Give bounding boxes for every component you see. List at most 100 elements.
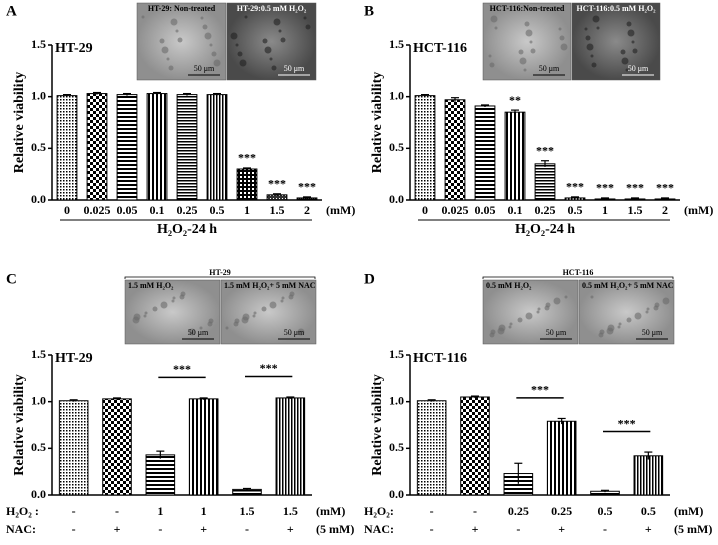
cell-texture [199,326,203,330]
row-label: NAC: [6,522,36,536]
row-value: 1.5 [240,504,255,518]
row-value: 0.25 [508,504,529,518]
cell-texture [261,306,267,312]
y-tick-label: 1.0 [389,393,404,407]
micrograph [571,2,661,81]
panel-letter: B [364,3,374,19]
cell-texture [508,325,512,329]
row-value: - [72,504,76,518]
cell-texture [225,326,229,330]
x-tick-label: 1 [602,203,608,217]
row-value: - [430,504,434,518]
x-tick-label: 0.5 [210,203,225,217]
cell-texture [553,297,561,305]
x-tick-label: 1 [244,203,250,217]
x-tick-label: 0 [422,203,428,217]
y-tick-label: 0.5 [31,140,46,154]
significance-label: *** [566,180,584,194]
bar [176,94,198,201]
x-tick-label: 2 [662,203,668,217]
cell-texture [170,18,178,26]
x-tick-label: 0.05 [117,203,138,217]
y-tick-label: 0.5 [31,440,46,454]
cell-texture [584,27,588,31]
y-tick-label: 0.5 [389,140,404,154]
cell-texture [230,32,238,40]
row-label: H₂O₂ : [6,504,39,518]
inset-bracket [124,276,316,279]
scale-bar-label: 50 μm [194,64,215,73]
cell-texture [175,29,179,33]
panel-letter: C [6,271,17,287]
row-value: + [287,522,294,536]
cell-texture [537,307,541,311]
x-unit: (mM) [684,203,713,217]
cell-texture [200,16,204,20]
cell-texture [509,322,513,326]
row-value: - [115,504,119,518]
row-value: - [516,522,520,536]
bar [146,93,168,201]
cell-texture [180,291,186,297]
scale-bar-label: 50 μm [284,64,305,73]
row-value: + [645,522,652,536]
cell-texture [596,26,600,30]
cell-texture [654,302,660,308]
cell-texture [489,62,495,68]
x-tick-label: 0.025 [442,203,469,217]
y-axis-label: Relative viability [370,72,385,174]
cell-texture [281,296,285,300]
cell-texture [632,48,638,54]
x-tick-label: 1.5 [270,203,285,217]
micrograph-label: 0.5 mM H₂O₂ [486,281,532,290]
cell-texture [559,35,565,41]
row-value: + [114,522,121,536]
cell-texture [239,59,247,67]
bar [102,398,132,496]
cell-texture [590,54,594,58]
y-tick-label: 1.5 [31,347,46,361]
cell-texture [498,324,506,332]
cell-texture [297,328,305,336]
row-value: 0.5 [598,504,613,518]
cell-texture [160,301,168,309]
cell-texture [242,313,250,321]
cell-texture [234,318,240,324]
significance-label: *** [656,181,674,195]
significance-label: *** [618,416,636,430]
significance-label: *** [536,143,554,157]
y-axis-label: Relative viability [12,374,27,476]
panel: C 0.0 0.5 1.0 1.5 Relative viability HT-29 *** *… [6,268,354,536]
row-value: - [430,522,434,536]
row-value: - [245,522,249,536]
row-value: 0.5 [641,504,656,518]
row-value: 1 [157,504,163,518]
cell-texture [141,15,145,19]
cell-texture [564,295,568,299]
bar [188,398,219,496]
bar [116,94,138,201]
row-value: 1 [201,504,207,518]
row-unit: (5 mM) [316,522,354,536]
cell-texture [621,57,629,65]
significance-label: *** [596,181,614,195]
x-axis-label: H₂O₂-24 h [515,222,575,237]
x-tick-label: 0.25 [535,203,556,217]
significance-label: *** [260,361,278,375]
y-tick-label: 0.5 [389,440,404,454]
bar [460,396,490,496]
cell-texture [237,51,243,57]
micrograph [226,2,317,81]
bar [504,111,526,201]
inset-title: HT-29 [209,268,231,277]
micrograph [578,279,675,345]
bar [86,93,108,201]
cell-texture [143,314,147,318]
x-tick-label: 0 [64,203,70,217]
cell-texture [519,57,527,65]
scale-bar-label: 50 μm [284,328,305,337]
cell-texture [586,43,594,51]
row-value: - [473,504,477,518]
cell-texture [133,313,141,321]
